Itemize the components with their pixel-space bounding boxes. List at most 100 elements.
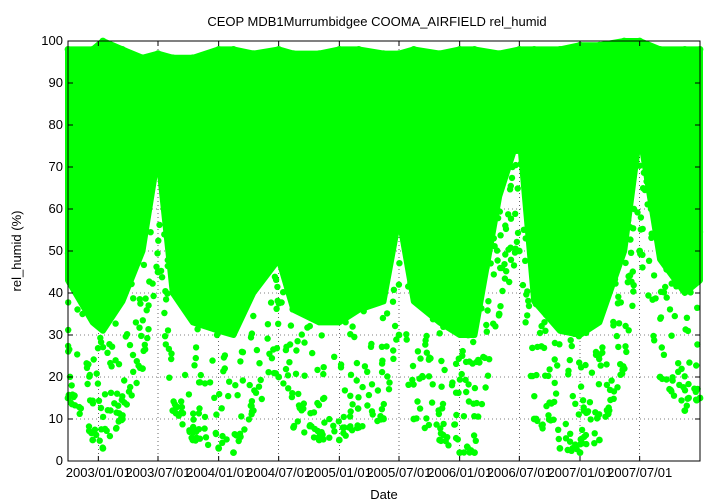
data-point-min [169, 407, 177, 414]
data-point [507, 256, 515, 263]
data-point-max [249, 50, 257, 57]
data-point [454, 436, 461, 443]
data-point [149, 177, 156, 184]
x-tick-label: 2003/01/01 [66, 465, 131, 480]
data-point [136, 296, 143, 303]
data-point [76, 410, 83, 417]
data-point [470, 432, 478, 439]
data-point [540, 344, 548, 352]
data-point [480, 278, 487, 286]
data-point [513, 238, 521, 246]
data-point [632, 160, 639, 168]
data-point [85, 361, 92, 368]
data-point [625, 327, 632, 334]
data-point [259, 250, 266, 257]
data-point [577, 383, 585, 390]
data-point [409, 362, 417, 370]
data-point-min [99, 445, 107, 452]
data-point [545, 372, 552, 380]
data-point [503, 268, 510, 275]
data-point [627, 176, 635, 184]
data-point [216, 390, 223, 398]
x-tick-label: 2004/01/01 [186, 465, 251, 480]
data-point [513, 113, 520, 120]
data-point [125, 388, 133, 395]
data-point [286, 359, 293, 366]
data-point [532, 267, 539, 275]
data-point [391, 322, 399, 330]
data-point [192, 354, 199, 362]
y-tick-label: 90 [49, 75, 63, 90]
x-tick-label: 2006/01/01 [427, 465, 492, 480]
data-point [195, 379, 203, 386]
data-point [522, 257, 529, 264]
data-point [383, 310, 391, 317]
data-point [510, 262, 518, 269]
data-point [610, 395, 617, 402]
data-point [503, 149, 510, 156]
data-point [270, 346, 277, 353]
data-point [70, 269, 78, 277]
data-point [233, 282, 240, 289]
data-point [608, 377, 615, 384]
data-point-min [89, 436, 97, 444]
data-point [450, 322, 457, 329]
data-point [225, 392, 232, 400]
data-point [429, 381, 436, 388]
data-point [468, 325, 475, 332]
data-point [435, 407, 442, 414]
data-point [267, 299, 275, 306]
data-point [599, 264, 606, 271]
data-point [568, 295, 575, 302]
data-point [532, 300, 540, 308]
x-tick-label: 2007/01/01 [547, 465, 612, 480]
data-point [552, 288, 559, 295]
data-point-max [355, 46, 363, 53]
data-point [694, 341, 701, 348]
data-point [465, 332, 472, 339]
data-point [82, 302, 90, 309]
data-point-max [596, 41, 603, 49]
data-point [204, 285, 211, 292]
data-point [161, 181, 168, 189]
data-point [347, 392, 354, 399]
data-point [494, 214, 502, 222]
data-point [355, 394, 362, 401]
data-point [378, 406, 386, 413]
data-point [68, 242, 75, 250]
data-point [164, 290, 171, 297]
data-point [209, 357, 216, 364]
data-point [140, 347, 147, 355]
data-point [107, 310, 115, 317]
data-point [357, 302, 364, 310]
data-point [201, 380, 209, 387]
data-point [70, 393, 77, 401]
data-point [680, 242, 687, 250]
data-point [615, 343, 622, 351]
data-point [95, 397, 103, 404]
data-point [603, 381, 611, 389]
data-point [379, 314, 387, 322]
data-point [306, 423, 313, 430]
data-point [324, 273, 331, 280]
data-point [318, 332, 325, 339]
data-point [79, 310, 86, 318]
data-point [326, 415, 333, 423]
data-point [455, 355, 462, 362]
data-point [662, 283, 669, 291]
data-point [197, 320, 204, 328]
data-point [386, 379, 393, 386]
data-point [93, 370, 100, 377]
data-point [295, 390, 302, 398]
data-point [522, 180, 529, 187]
data-point [685, 394, 692, 402]
data-point [231, 431, 238, 438]
data-point [661, 218, 668, 226]
data-point [316, 281, 323, 288]
data-point [551, 339, 559, 347]
data-point [606, 386, 614, 394]
data-point [580, 407, 588, 414]
data-point [381, 251, 389, 258]
data-point [624, 199, 631, 206]
data-point [219, 432, 226, 440]
